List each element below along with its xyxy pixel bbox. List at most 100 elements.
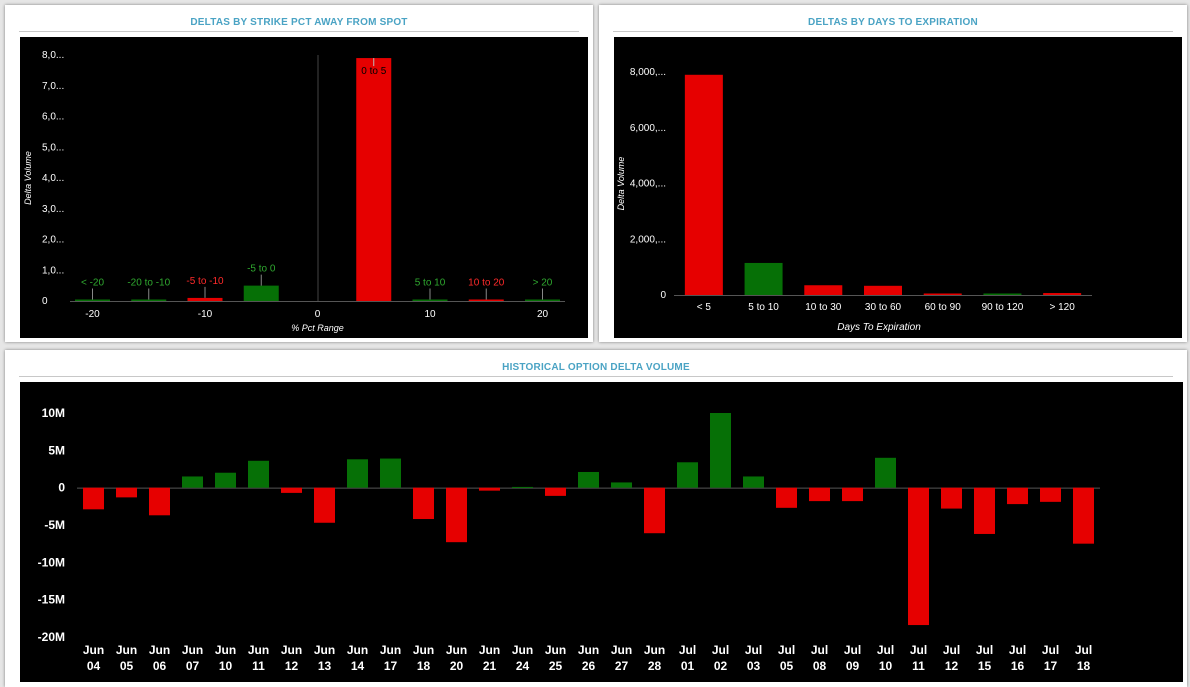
expiry-bar <box>684 74 723 295</box>
history-x-tick-month: Jun <box>215 643 236 657</box>
history-x-tick-day: 14 <box>351 659 365 673</box>
history-bar <box>545 487 566 496</box>
expiry-y-tick-label: 8,000,... <box>630 67 666 78</box>
history-y-tick-label: 0 <box>58 481 65 495</box>
history-x-tick-day: 09 <box>846 659 860 673</box>
history-x-tick-day: 10 <box>219 659 233 673</box>
expiry-bar <box>744 262 783 295</box>
history-x-tick-day: 07 <box>186 659 200 673</box>
history-bar <box>446 487 467 543</box>
history-y-tick-label: -20M <box>38 630 65 644</box>
history-x-tick-day: 16 <box>1011 659 1025 673</box>
expiry-x-tick-label: 60 to 90 <box>925 302 962 313</box>
days-to-expiration-panel: DELTAS BY DAYS TO EXPIRATION 0 2,000,... 4… <box>599 5 1187 342</box>
history-x-tick-month: Jun <box>347 643 368 657</box>
history-x-tick-day: 10 <box>879 659 893 673</box>
strike-pct-panel-title: DELTAS BY STRIKE PCT AWAY FROM SPOT <box>190 17 408 28</box>
history-bar <box>743 476 764 488</box>
history-x-tick-day: 15 <box>978 659 992 673</box>
strike-pct-chart-svg: 0 1,0... 2,0... 3,0... 4,0... 5,0... 6,0... 7,0… <box>23 50 565 333</box>
expiry-y-tick-label: 2,000,... <box>630 234 666 245</box>
history-bar <box>611 482 632 488</box>
history-x-tick-day: 17 <box>384 659 398 673</box>
history-bar <box>1007 487 1028 505</box>
history-bar <box>1040 487 1061 502</box>
history-x-tick-month: Jun <box>149 643 170 657</box>
history-bar <box>809 487 830 502</box>
strike-y-tick-label: 2,0... <box>42 235 64 246</box>
history-bar <box>875 457 896 488</box>
history-x-tick-day: 11 <box>252 659 265 673</box>
strike-x-axis-title: % Pct Range <box>291 323 344 333</box>
history-x-tick-month: Jun <box>512 643 533 657</box>
history-x-tick-month: Jun <box>479 643 500 657</box>
history-x-tick-month: Jun <box>83 643 104 657</box>
history-bar <box>710 413 731 488</box>
history-bar <box>512 486 533 488</box>
history-x-tick-day: 05 <box>780 659 794 673</box>
history-x-tick-month: Jun <box>545 643 566 657</box>
strike-y-tick-label: 5,0... <box>42 142 64 153</box>
days-to-expiration-chart: 0 2,000,... 4,000,... 6,000,... 8,000,... < 5… <box>614 37 1182 338</box>
strike-pct-title-divider <box>19 31 579 32</box>
history-bar <box>644 487 665 534</box>
history-x-tick-month: Jul <box>745 643 762 657</box>
history-x-tick-day: 06 <box>153 659 167 673</box>
history-x-tick-month: Jul <box>679 643 696 657</box>
history-x-tick-month: Jun <box>446 643 467 657</box>
history-x-tick-month: Jul <box>976 643 993 657</box>
history-bar <box>149 487 170 516</box>
strike-x-tick-label: 0 <box>315 309 321 320</box>
days-to-expiration-chart-svg: 0 2,000,... 4,000,... 6,000,... 8,000,... < 5… <box>616 67 1092 333</box>
history-y-tick-label: 5M <box>48 443 65 457</box>
history-bar <box>281 487 302 493</box>
expiry-x-tick-label: 10 to 30 <box>805 302 842 313</box>
strike-pct-panel: DELTAS BY STRIKE PCT AWAY FROM SPOT 0 1,0… <box>5 5 593 342</box>
history-x-tick-day: 25 <box>549 659 563 673</box>
expiry-y-tick-label: 4,000,... <box>630 179 666 190</box>
strike-x-tick-label: -20 <box>85 309 100 320</box>
strike-data-label: < -20 <box>81 278 105 289</box>
expiry-x-tick-label: < 5 <box>697 302 712 313</box>
history-bar <box>380 458 401 488</box>
history-x-tick-day: 02 <box>714 659 728 673</box>
strike-data-label: 5 to 10 <box>415 278 446 289</box>
strike-bar <box>243 285 279 301</box>
strike-y-axis-title: Delta Volume <box>23 151 33 205</box>
strike-y-tick-label: 3,0... <box>42 204 64 215</box>
history-bar <box>578 471 599 488</box>
history-x-tick-month: Jun <box>248 643 269 657</box>
expiry-bar <box>864 285 902 295</box>
strike-y-tick-label: 4,0... <box>42 173 64 184</box>
history-x-tick-day: 21 <box>483 659 497 673</box>
history-bar <box>842 487 863 502</box>
history-x-tick-day: 27 <box>615 659 629 673</box>
historical-delta-volume-panel: HISTORICAL OPTION DELTA VOLUME 10M 5M 0 -5M… <box>5 350 1187 687</box>
history-bar <box>776 487 797 508</box>
expiry-bar <box>804 285 843 295</box>
history-x-tick-month: Jul <box>910 643 927 657</box>
expiry-x-axis-title: Days To Expiration <box>837 322 921 333</box>
history-bar <box>116 487 137 498</box>
expiry-y-axis-title: Delta Volume <box>616 157 626 211</box>
history-y-tick-label: -15M <box>38 593 65 607</box>
history-x-tick-month: Jun <box>281 643 302 657</box>
history-x-tick-day: 28 <box>648 659 662 673</box>
history-x-tick-day: 03 <box>747 659 761 673</box>
strike-bar <box>131 299 167 301</box>
history-x-tick-month: Jul <box>877 643 894 657</box>
expiry-x-tick-label: 30 to 60 <box>865 302 902 313</box>
history-bar <box>248 460 269 488</box>
history-x-tick-month: Jun <box>314 643 335 657</box>
history-x-tick-day: 04 <box>87 659 101 673</box>
history-x-tick-day: 11 <box>912 659 925 673</box>
history-x-tick-day: 18 <box>417 659 431 673</box>
strike-bar <box>525 299 560 301</box>
strike-y-tick-label: 8,0... <box>42 50 64 61</box>
history-x-tick-day: 12 <box>285 659 299 673</box>
history-x-tick-day: 13 <box>318 659 332 673</box>
strike-y-tick-label: 1,0... <box>42 265 64 276</box>
strike-x-tick-label: -10 <box>198 309 213 320</box>
historical-delta-volume-panel-title: HISTORICAL OPTION DELTA VOLUME <box>502 362 690 373</box>
history-x-tick-day: 20 <box>450 659 464 673</box>
